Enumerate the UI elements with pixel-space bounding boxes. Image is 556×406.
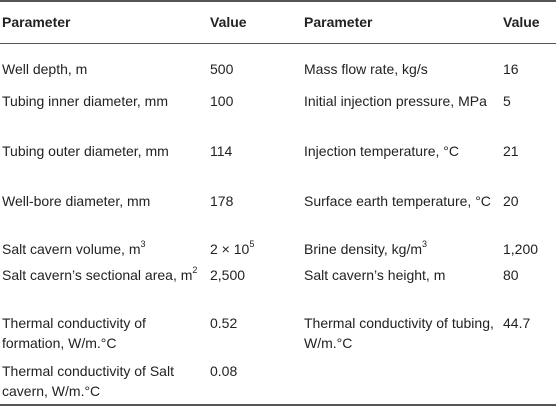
- cell-parameter-left: Well-bore diameter, mm: [2, 193, 151, 209]
- cell-value-right: [499, 357, 556, 406]
- cell-parameter-left: Well depth, m: [2, 60, 88, 77]
- cell-text: Brine density, kg/m: [304, 241, 423, 257]
- cell-parameter-left: Thermal conductivity of formation, W/m.°…: [2, 315, 146, 351]
- cell-value-left: 178: [210, 193, 234, 209]
- cell-parameter-right: Brine density, kg/m3: [300, 235, 499, 261]
- table-row: Well depth, m 500 Mass flow rate, kg/s 1…: [0, 43, 556, 85]
- superscript: 2: [192, 265, 198, 276]
- cell-parameter-left: Thermal conductivity of Salt cavern, W/m…: [0, 357, 206, 406]
- header-parameter-right: Parameter: [300, 0, 499, 44]
- superscript: 5: [249, 239, 255, 250]
- cell-value-left: 500: [210, 60, 234, 77]
- cell-parameter-right: Mass flow rate, kg/s: [304, 60, 428, 77]
- table-row: Salt cavern volume, m3 2 × 105 Brine den…: [0, 235, 556, 261]
- header-parameter-left: Parameter: [0, 0, 206, 44]
- cell-value-right: 16: [503, 60, 519, 77]
- cell-value-right: 21: [503, 143, 519, 159]
- cell-value-left: 2,500: [210, 267, 246, 283]
- cell-value-right: 44.7: [503, 315, 531, 331]
- cell-value-left: 0.52: [210, 315, 238, 331]
- table-row: Thermal conductivity of formation, W/m.°…: [0, 307, 556, 357]
- cell-parameter-right: Salt cavern’s height, m: [304, 267, 446, 283]
- cell-parameter-right: [300, 357, 499, 406]
- cell-text: Salt cavern’s sectional area, m: [2, 267, 193, 283]
- cell-parameter-left: Tubing outer diameter, mm: [2, 143, 169, 159]
- table-row: Tubing outer diameter, mm 114 Injection …: [0, 135, 556, 185]
- cell-parameter-left: Salt cavern volume, m3: [0, 235, 206, 261]
- table-header-row: Parameter Value Parameter Value: [0, 0, 556, 44]
- cell-value-left: 100: [210, 93, 234, 109]
- cell-text: 2 × 10: [210, 241, 250, 257]
- superscript: 3: [140, 239, 146, 250]
- cell-value-right: 20: [503, 193, 519, 209]
- table-row: Tubing inner diameter, mm 100 Initial in…: [0, 85, 556, 135]
- cell-parameter-right: Surface earth temperature, °C: [304, 193, 491, 209]
- table-row: Thermal conductivity of Salt cavern, W/m…: [0, 357, 556, 406]
- table-row: Well-bore diameter, mm 178 Surface earth…: [0, 185, 556, 235]
- cell-parameter-right: Injection temperature, °C: [304, 143, 460, 159]
- cell-text: Salt cavern volume, m: [2, 241, 141, 257]
- cell-value-right: 1,200: [503, 241, 539, 257]
- cell-value-left: 2 × 105: [206, 235, 300, 261]
- header-value-right: Value: [499, 0, 556, 44]
- header-value-left: Value: [206, 0, 300, 44]
- cell-value-left: 114: [210, 143, 233, 159]
- cell-value-right: 5: [503, 93, 511, 109]
- cell-parameter-left: Tubing inner diameter, mm: [2, 93, 168, 109]
- table-row: Salt cavern’s sectional area, m2 2,500 S…: [0, 261, 556, 307]
- cell-parameter-left: Salt cavern’s sectional area, m2: [0, 261, 206, 307]
- superscript: 3: [422, 239, 428, 250]
- cell-parameter-right: Initial injection pressure, MPa: [304, 93, 487, 109]
- cell-parameter-right: Thermal conductivity of tubing, W/m.°C: [304, 315, 494, 351]
- cell-value-left: 0.08: [206, 357, 300, 406]
- cell-value-right: 80: [503, 267, 519, 283]
